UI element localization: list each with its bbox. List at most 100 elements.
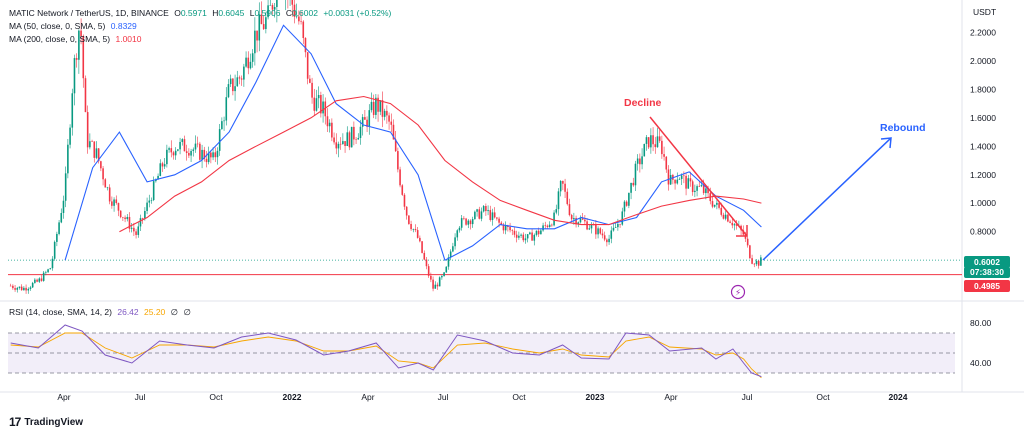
candle-body — [597, 228, 599, 235]
candle-body — [78, 30, 80, 60]
candle-body — [588, 228, 591, 230]
candle-body — [590, 224, 593, 229]
candle-body — [113, 199, 115, 206]
candle-body — [553, 212, 555, 226]
candle-body — [724, 214, 727, 219]
candle-body — [720, 207, 723, 215]
candle-body — [689, 178, 692, 182]
candle-body — [685, 175, 687, 189]
candle-body — [333, 137, 335, 143]
ma200-legend[interactable]: MA (200, close, 0, SMA, 5) 1.0010 — [9, 34, 141, 45]
candle-body — [58, 222, 60, 234]
candle-body — [694, 190, 696, 193]
candle-body — [80, 30, 82, 37]
candle-body — [680, 175, 683, 179]
support-price-label: 0.4985 — [974, 281, 1000, 291]
candle-body — [568, 204, 571, 216]
candle-body — [496, 217, 498, 219]
candle-body — [753, 263, 756, 265]
candle-body — [654, 144, 657, 148]
candle-body — [16, 287, 19, 290]
candle-body — [75, 58, 78, 60]
candle-body — [445, 266, 448, 273]
candle-body — [234, 86, 236, 92]
candle-body — [194, 143, 197, 150]
candle-body — [548, 224, 551, 227]
tradingview-logo-text: TradingView — [24, 416, 84, 428]
candle-body — [313, 97, 316, 111]
candle-body — [183, 139, 186, 152]
candle-body — [617, 223, 619, 228]
candle-body — [438, 277, 441, 287]
annotations: Decline Rebound ⚡ — [624, 97, 926, 300]
y-tick-label: 1.4000 — [970, 141, 996, 151]
candle-body — [705, 188, 707, 194]
candle-body — [236, 77, 239, 87]
candle-body — [62, 200, 65, 213]
candle-body — [489, 210, 492, 221]
y-tick-label: 2.0000 — [970, 56, 996, 66]
rsi-tick-label: 40.00 — [970, 358, 992, 368]
candle-body — [579, 218, 582, 223]
x-tick-label: 2023 — [586, 392, 605, 402]
x-tick-label: 2022 — [283, 392, 302, 402]
candle-body — [555, 209, 558, 213]
candle-body — [573, 218, 575, 220]
candle-body — [575, 218, 577, 225]
candle-body — [603, 235, 606, 240]
candle-body — [177, 149, 179, 151]
candle-body — [190, 150, 192, 156]
candle-body — [122, 217, 124, 218]
candle-body — [656, 136, 659, 148]
decline-arrow-head — [736, 225, 748, 237]
candle-body — [491, 212, 494, 221]
candle-body — [348, 132, 351, 148]
candle-body — [364, 117, 366, 120]
candle-body — [304, 38, 307, 53]
candle-body — [276, 0, 278, 8]
candle-body — [683, 175, 685, 177]
candle-body — [322, 101, 324, 114]
candle-body — [328, 122, 331, 127]
candle-body — [663, 154, 665, 157]
candle-body — [471, 219, 474, 225]
candle-body — [403, 194, 406, 207]
candle-body — [702, 185, 705, 194]
candle-body — [293, 4, 296, 17]
candles — [9, 0, 762, 294]
candle-body — [269, 5, 272, 6]
candle-body — [84, 78, 87, 113]
candle-body — [540, 230, 542, 235]
rsi-legend[interactable]: RSI (14, close, SMA, 14, 2) 26.42 25.20 … — [9, 307, 191, 317]
candle-body — [412, 229, 415, 230]
candle-body — [381, 100, 384, 117]
candle-body — [606, 239, 608, 243]
candle-body — [399, 169, 401, 186]
candle-body — [361, 117, 364, 127]
candle-body — [427, 266, 430, 276]
candle-body — [700, 185, 703, 187]
candle-body — [100, 161, 102, 169]
ma50-legend[interactable]: MA (50, close, 0, SMA, 5) 0.8329 — [9, 21, 137, 32]
candle-body — [482, 206, 485, 212]
candle-body — [595, 224, 597, 235]
candle-body — [27, 288, 30, 291]
candle-body — [95, 148, 98, 158]
candle-body — [157, 175, 159, 180]
support-price-label-bg — [964, 280, 1010, 292]
candle-body — [47, 269, 49, 273]
candle-body — [562, 180, 564, 184]
x-tick-label: Oct — [512, 392, 526, 402]
candle-body — [227, 84, 230, 98]
candle-body — [14, 288, 16, 290]
candle-body — [636, 158, 639, 164]
candle-body — [170, 148, 173, 153]
candle-body — [388, 115, 390, 122]
candle-body — [658, 136, 661, 141]
candle-body — [148, 200, 151, 203]
tradingview-logo[interactable]: 17 TradingView — [9, 415, 83, 429]
candle-body — [64, 173, 67, 201]
symbol-title: MATIC Network / TetherUS, 1D, BINANCE — [9, 8, 169, 18]
candle-body — [273, 7, 276, 10]
candle-body — [529, 232, 531, 235]
